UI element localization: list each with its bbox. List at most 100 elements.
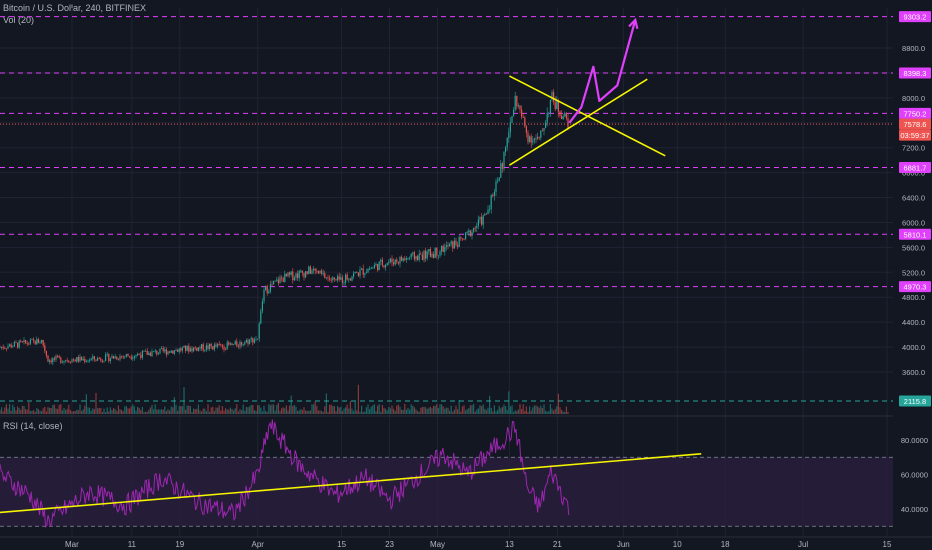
volume-bar <box>370 406 372 414</box>
volume-bar <box>553 410 555 414</box>
volume-marker-label: 2115.8 <box>904 397 926 406</box>
candle-body <box>557 100 559 112</box>
price-level-label-bg <box>899 162 931 174</box>
candle-body <box>113 355 115 359</box>
volume-bar <box>351 408 353 414</box>
candle-body <box>429 249 431 257</box>
candle-body <box>215 344 217 347</box>
candle-body <box>481 216 483 225</box>
price-tick-label: 5200.0 <box>902 268 925 277</box>
volume-bar <box>196 408 198 414</box>
volume-bar <box>437 408 439 414</box>
volume-bar <box>493 405 495 414</box>
volume-bar <box>269 405 271 414</box>
price-tick-label: 5600.0 <box>902 243 925 252</box>
candle-body <box>300 270 302 272</box>
volume-bar <box>249 406 251 414</box>
volume-bar <box>98 407 100 414</box>
candle-body <box>178 348 180 352</box>
volume-bar <box>537 406 539 414</box>
candle-body <box>439 251 441 256</box>
volume-bar <box>301 410 303 414</box>
candle-body <box>442 245 444 252</box>
volume-bar <box>199 410 201 414</box>
candle-body <box>343 282 345 284</box>
volume-bar <box>79 404 81 414</box>
volume-bar <box>39 410 41 414</box>
volume-bar <box>209 411 211 414</box>
volume-bar <box>23 406 25 414</box>
volume-bar <box>108 411 110 414</box>
volume-bar <box>458 400 460 414</box>
candle-body <box>295 273 297 278</box>
volume-bar <box>436 404 438 414</box>
volume-bar <box>514 410 516 414</box>
candle-body <box>545 122 547 128</box>
volume-bar <box>218 405 220 414</box>
volume-bar <box>257 405 259 414</box>
volume-bar <box>129 408 131 414</box>
volume-bar <box>479 405 481 414</box>
candle-body <box>161 348 163 350</box>
volume-bar <box>409 409 411 414</box>
volume-bar <box>396 405 398 414</box>
candle-body <box>26 342 28 344</box>
volume-bar <box>461 406 463 414</box>
volume-bar <box>140 410 142 414</box>
candle-body <box>167 351 169 355</box>
candle-body <box>306 271 308 274</box>
volume-bar <box>346 404 348 414</box>
volume-bar <box>506 410 508 414</box>
volume-bar <box>423 406 425 414</box>
candle-body <box>13 342 15 347</box>
candle-body <box>255 338 257 340</box>
volume-bar <box>65 410 67 414</box>
volume-bar <box>95 392 97 414</box>
candle-body <box>69 361 71 363</box>
candle-body <box>33 339 35 341</box>
volume-bar <box>87 407 89 414</box>
candle-body <box>223 346 225 350</box>
candle-body <box>177 350 179 352</box>
time-tick-label: May <box>430 540 445 549</box>
candle-body <box>284 273 286 283</box>
candle-body <box>489 209 491 211</box>
volume-bar <box>215 407 217 414</box>
volume-bar <box>133 406 135 414</box>
volume-bar <box>13 407 15 414</box>
volume-bar <box>268 404 270 414</box>
candle-body <box>397 261 399 264</box>
candle-body <box>492 194 494 196</box>
volume-bar <box>177 411 179 414</box>
candle-body <box>165 349 167 355</box>
volume-bar <box>469 405 471 414</box>
time-tick-label: Apr <box>251 540 264 549</box>
price-level-label: 4970.3 <box>904 283 927 292</box>
candle-body <box>389 258 391 263</box>
volume-bar <box>420 407 422 414</box>
volume-bar <box>85 394 87 414</box>
volume-bar <box>349 401 351 414</box>
volume-bar <box>381 404 383 414</box>
candle-body <box>95 359 97 361</box>
volume-bar <box>417 411 419 414</box>
candle-body <box>239 341 241 347</box>
volume-bar <box>180 405 182 414</box>
projection-path <box>568 19 637 124</box>
volume-bar <box>157 409 159 414</box>
volume-bar <box>393 408 395 414</box>
volume-bar <box>546 411 548 414</box>
volume-bar <box>292 405 294 414</box>
price-tick-label: 4800.0 <box>902 293 925 302</box>
volume-bar <box>465 410 467 414</box>
candle-body <box>183 345 185 348</box>
price-axis-bg <box>893 0 932 550</box>
volume-bar <box>279 410 281 414</box>
candle-body <box>391 258 393 263</box>
volume-bar <box>109 407 111 414</box>
volume-bar <box>284 408 286 414</box>
volume-bar <box>153 409 155 414</box>
candle-body <box>282 278 284 283</box>
time-tick-label: Jul <box>798 540 808 549</box>
